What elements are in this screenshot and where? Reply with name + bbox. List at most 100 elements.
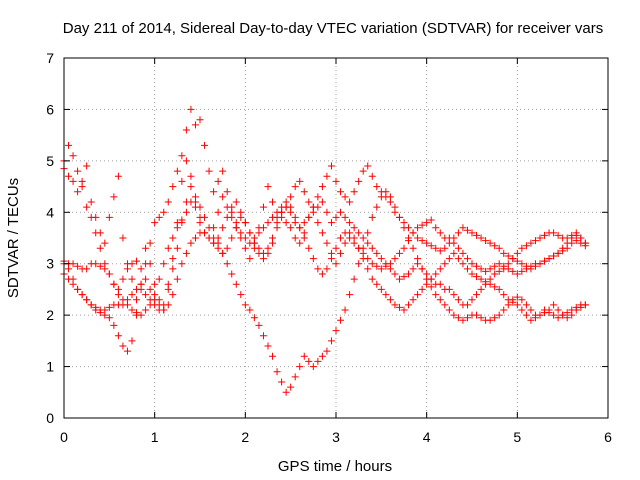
- data-point: [445, 255, 453, 263]
- data-point: [341, 193, 349, 201]
- data-point: [228, 234, 236, 242]
- data-point: [187, 183, 195, 191]
- data-point: [409, 229, 417, 237]
- data-point: [432, 244, 440, 252]
- data-point: [350, 224, 358, 232]
- data-point: [318, 229, 326, 237]
- data-point: [495, 285, 503, 293]
- data-point: [305, 213, 313, 221]
- data-point: [500, 291, 508, 299]
- data-point: [241, 234, 249, 242]
- data-point: [477, 314, 485, 322]
- data-point: [182, 198, 190, 206]
- data-point: [522, 311, 530, 319]
- data-point: [513, 270, 521, 278]
- data-point: [323, 265, 331, 273]
- data-point: [423, 270, 431, 278]
- data-point: [305, 198, 313, 206]
- data-point: [491, 314, 499, 322]
- data-point: [128, 337, 136, 345]
- data-point: [74, 188, 82, 196]
- data-point: [432, 224, 440, 232]
- data-point: [178, 152, 186, 160]
- data-point: [155, 213, 163, 221]
- data-point: [477, 285, 485, 293]
- data-point: [500, 306, 508, 314]
- data-point: [278, 213, 286, 221]
- data-point: [400, 306, 408, 314]
- data-point: [114, 172, 122, 180]
- data-point: [513, 249, 521, 257]
- data-point: [282, 219, 290, 227]
- data-point: [205, 234, 213, 242]
- data-point: [545, 306, 553, 314]
- data-point: [536, 234, 544, 242]
- data-point: [509, 298, 517, 306]
- data-point: [341, 239, 349, 247]
- data-point: [427, 242, 435, 250]
- data-point: [423, 280, 431, 288]
- data-point: [178, 177, 186, 185]
- data-point: [219, 167, 227, 175]
- data-point: [337, 208, 345, 216]
- data-point: [327, 219, 335, 227]
- data-point: [173, 244, 181, 252]
- data-point: [350, 188, 358, 196]
- data-point: [559, 311, 567, 319]
- data-point: [463, 226, 471, 234]
- data-point: [581, 242, 589, 250]
- data-point: [142, 275, 150, 283]
- data-point: [436, 229, 444, 237]
- data-point: [382, 193, 390, 201]
- data-point: [332, 260, 340, 268]
- y-tick-label: 4: [46, 204, 54, 220]
- data-point: [473, 273, 481, 281]
- data-point: [196, 116, 204, 124]
- data-point: [581, 301, 589, 309]
- data-point: [341, 306, 349, 314]
- data-point: [287, 224, 295, 232]
- y-tick-label: 6: [46, 101, 54, 117]
- data-point: [477, 265, 485, 273]
- data-point: [237, 291, 245, 299]
- data-point: [550, 229, 558, 237]
- data-point: [554, 306, 562, 314]
- data-point: [350, 275, 358, 283]
- data-point: [550, 301, 558, 309]
- data-point: [395, 275, 403, 283]
- data-point: [486, 280, 494, 288]
- data-point: [255, 224, 263, 232]
- data-point: [250, 314, 258, 322]
- data-point: [318, 270, 326, 278]
- data-point: [133, 296, 141, 304]
- data-point: [214, 234, 222, 242]
- data-point: [377, 188, 385, 196]
- data-point: [314, 219, 322, 227]
- data-point: [101, 239, 109, 247]
- y-tick-label: 0: [46, 410, 54, 426]
- data-point: [445, 285, 453, 293]
- data-point: [414, 224, 422, 232]
- data-point: [309, 203, 317, 211]
- data-point: [241, 244, 249, 252]
- data-point: [146, 296, 154, 304]
- data-point: [133, 311, 141, 319]
- data-point: [468, 229, 476, 237]
- data-point: [314, 193, 322, 201]
- data-point: [219, 249, 227, 257]
- data-point: [486, 265, 494, 273]
- data-point: [386, 265, 394, 273]
- data-point: [337, 316, 345, 324]
- data-point: [563, 244, 571, 252]
- data-point: [237, 208, 245, 216]
- data-point: [105, 270, 113, 278]
- data-point: [164, 198, 172, 206]
- data-point: [486, 316, 494, 324]
- data-point: [432, 291, 440, 299]
- data-point: [541, 309, 549, 317]
- data-point: [241, 301, 249, 309]
- data-point: [282, 388, 290, 396]
- data-point: [450, 311, 458, 319]
- data-point: [137, 280, 145, 288]
- data-point: [477, 234, 485, 242]
